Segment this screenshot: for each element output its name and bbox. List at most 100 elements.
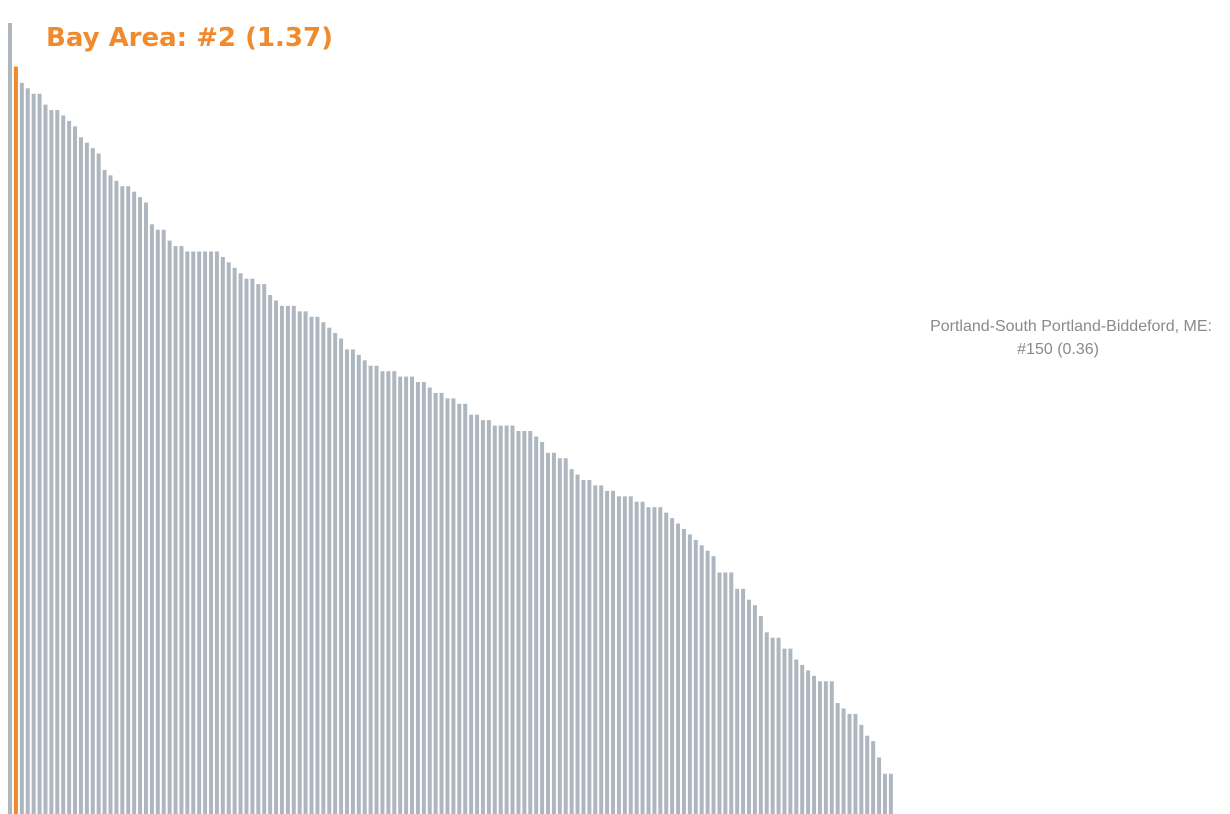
bar xyxy=(670,518,675,814)
bar xyxy=(244,278,249,814)
bar xyxy=(203,251,208,814)
bar xyxy=(752,605,757,814)
bar xyxy=(599,485,604,814)
bar xyxy=(161,229,166,814)
bar xyxy=(593,485,598,814)
bar xyxy=(291,305,296,814)
bar xyxy=(640,501,645,814)
bar xyxy=(19,82,24,814)
bar xyxy=(61,115,66,814)
bar xyxy=(433,392,438,814)
bar xyxy=(492,425,497,814)
bar xyxy=(871,741,876,814)
bar xyxy=(498,425,503,814)
bar xyxy=(155,229,160,814)
bar xyxy=(232,267,237,814)
bar xyxy=(510,425,515,814)
bar xyxy=(315,316,320,814)
bar xyxy=(303,311,308,814)
bar xyxy=(646,507,651,814)
bar xyxy=(374,365,379,814)
bar xyxy=(534,436,539,814)
bar xyxy=(557,458,562,814)
bar xyxy=(782,648,787,814)
bar xyxy=(321,322,326,814)
bar xyxy=(587,479,592,814)
bar xyxy=(823,681,828,814)
bar xyxy=(368,365,373,814)
bar xyxy=(185,251,190,814)
bar xyxy=(859,724,864,814)
bar xyxy=(108,175,113,814)
bar xyxy=(356,354,361,814)
bar xyxy=(735,588,740,814)
bar xyxy=(333,333,338,814)
bar xyxy=(132,191,137,814)
bar xyxy=(37,93,42,814)
bar xyxy=(723,572,728,814)
bar xyxy=(516,431,521,814)
bar xyxy=(327,327,332,814)
bar xyxy=(469,414,474,814)
bar xyxy=(67,120,72,814)
bar xyxy=(817,681,822,814)
bar xyxy=(445,398,450,814)
bar xyxy=(439,392,444,814)
bar xyxy=(25,88,30,814)
bar xyxy=(238,273,243,814)
bar xyxy=(634,501,639,814)
bar xyxy=(398,376,403,814)
bar xyxy=(350,349,355,814)
bar xyxy=(622,496,627,814)
bar xyxy=(78,137,83,814)
bar xyxy=(800,664,805,814)
bar xyxy=(410,376,415,814)
bar xyxy=(776,637,781,814)
bar xyxy=(339,338,344,814)
bar xyxy=(581,479,586,814)
bar xyxy=(191,251,196,814)
bar xyxy=(865,735,870,814)
bar xyxy=(829,681,834,814)
highlight-bar xyxy=(13,66,18,814)
bar xyxy=(806,670,811,814)
bar xyxy=(386,371,391,814)
bar xyxy=(605,490,610,814)
bar xyxy=(457,403,462,814)
bar xyxy=(711,556,716,814)
bar xyxy=(96,153,101,814)
bar xyxy=(717,572,722,814)
bar xyxy=(705,550,710,814)
bar xyxy=(149,224,154,814)
bar xyxy=(344,349,349,814)
bar xyxy=(279,305,284,814)
bar xyxy=(853,713,858,814)
bar xyxy=(114,180,119,814)
bar xyxy=(451,398,456,814)
bar xyxy=(415,382,420,814)
bar xyxy=(812,675,817,814)
bar xyxy=(179,246,184,814)
bar xyxy=(274,300,279,814)
bar xyxy=(226,262,231,814)
bar xyxy=(480,420,485,814)
bar xyxy=(575,474,580,814)
bar xyxy=(73,126,78,814)
bar xyxy=(545,452,550,814)
bar xyxy=(90,148,95,814)
bar xyxy=(392,371,397,814)
bar xyxy=(747,599,751,814)
bar xyxy=(681,528,686,814)
bar xyxy=(764,632,769,814)
highlight-annotation: Bay Area: #2 (1.37) xyxy=(46,23,333,53)
bar xyxy=(847,713,852,814)
bar xyxy=(220,256,225,814)
annotation-line-1: Portland-South Portland-Biddeford, ME: xyxy=(930,318,1212,335)
bar xyxy=(687,534,692,814)
bar xyxy=(877,757,882,814)
bar xyxy=(380,371,385,814)
bar xyxy=(551,452,556,814)
bar xyxy=(563,458,568,814)
bars-group xyxy=(8,23,893,814)
